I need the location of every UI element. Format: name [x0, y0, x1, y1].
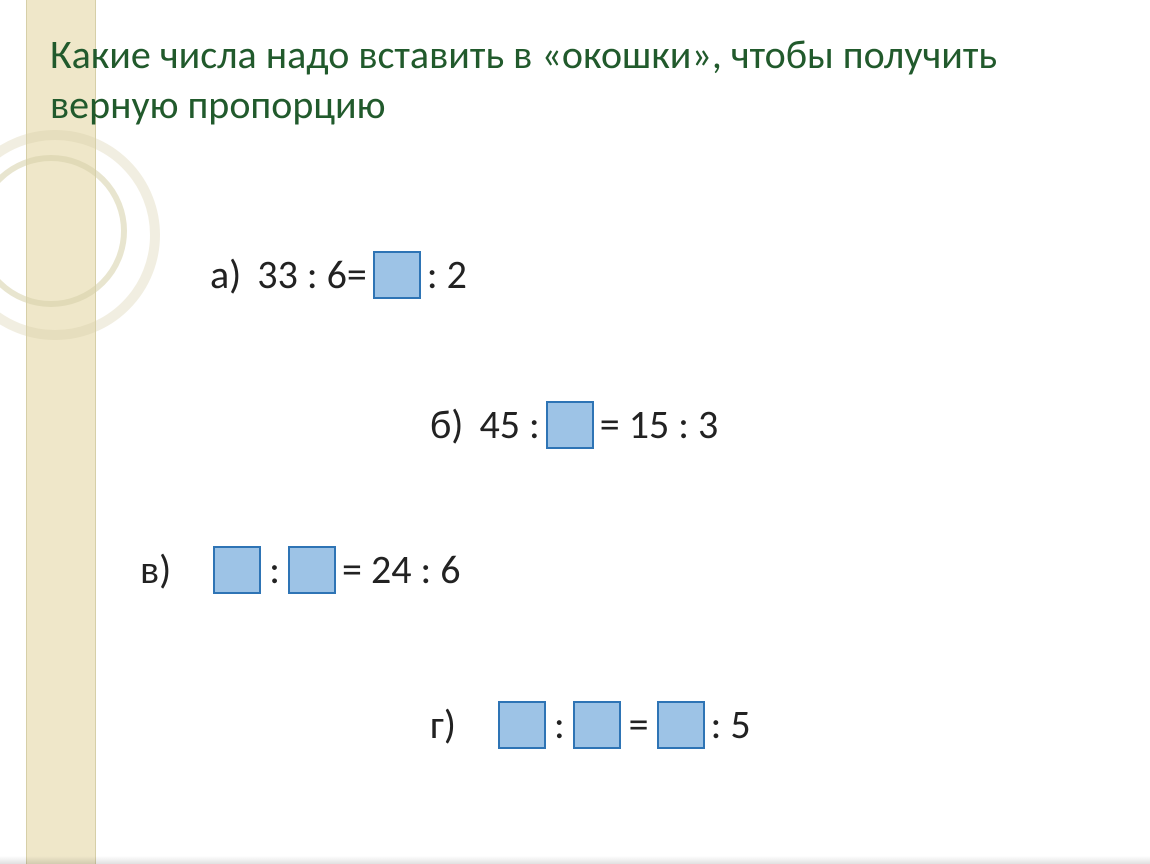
eq-a-pre: 33 : 6=: [257, 250, 367, 299]
answer-box-c1[interactable]: [213, 546, 261, 594]
equation-c: в) : = 24 : 6: [140, 545, 461, 594]
eq-d-op: :: [552, 700, 567, 749]
equation-b: б) 45 : = 15 : 3: [430, 400, 718, 449]
eq-b-post: = 15 : 3: [600, 400, 719, 449]
eq-b-label: б): [430, 400, 463, 449]
answer-box-b[interactable]: [546, 401, 594, 449]
equation-a: а) 33 : 6= 1 : 2: [210, 250, 467, 299]
eq-c-post: = 24 : 6: [342, 545, 461, 594]
eq-a-label: а): [210, 250, 241, 299]
eq-d-label: г): [430, 700, 456, 749]
eq-d-eq: =: [627, 700, 651, 749]
eq-c-op: :: [267, 545, 282, 594]
answer-box-d1[interactable]: [498, 701, 546, 749]
eq-c-label: в): [140, 545, 171, 594]
answer-box-d3[interactable]: [657, 701, 705, 749]
answer-box-a[interactable]: [373, 251, 421, 299]
eq-b-pre: 45 :: [479, 400, 539, 449]
eq-a-post: : 2: [427, 250, 467, 299]
slide-title: Какие числа надо вставить в «окошки», чт…: [50, 30, 1110, 130]
eq-d-post: : 5: [711, 700, 751, 749]
answer-box-d2[interactable]: [573, 701, 621, 749]
answer-box-c2[interactable]: [288, 546, 336, 594]
equation-d: г) : = : 5: [430, 700, 751, 749]
bottom-shadow: [0, 856, 1150, 864]
